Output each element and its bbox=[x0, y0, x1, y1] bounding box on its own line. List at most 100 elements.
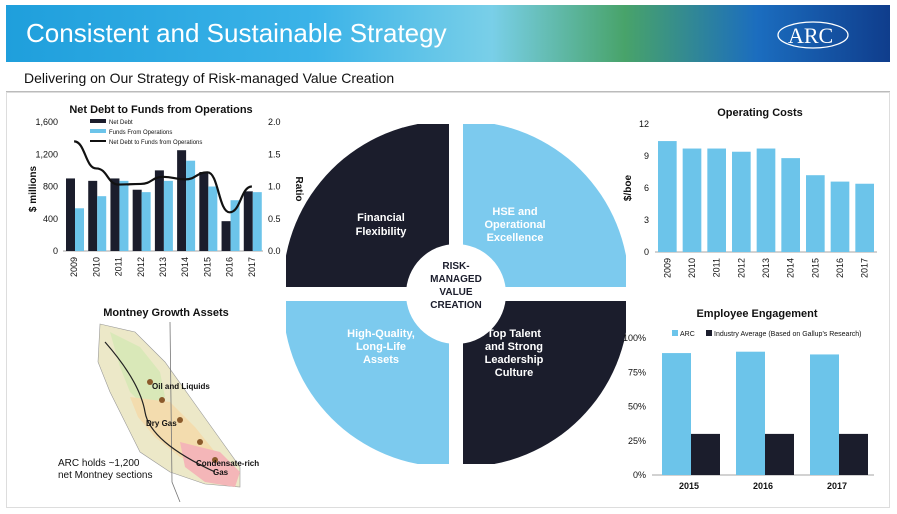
x-tick-label: 2016 bbox=[835, 258, 845, 278]
x-tick-label: 2015 bbox=[679, 481, 699, 491]
bar-operating-cost bbox=[781, 158, 800, 252]
operating-costs-chart: Operating Costs $/boe 0 3 6 9 12 2009 2010 2011… bbox=[623, 107, 877, 278]
bar-ffo bbox=[97, 196, 107, 251]
map-caption-line1: ARC holds ~1,200 bbox=[58, 458, 140, 469]
y-tick-label: 1,600 bbox=[35, 117, 58, 127]
bar-ffo bbox=[75, 208, 84, 251]
x-tick-label: 2017 bbox=[860, 258, 870, 278]
map-label-condensate: Condensate-rich bbox=[196, 459, 259, 468]
asset-marker bbox=[159, 397, 165, 403]
bar-ffo bbox=[163, 180, 173, 251]
x-tick-label: 2015 bbox=[202, 257, 212, 277]
net-debt-ylabel: $ millions bbox=[28, 166, 39, 213]
asset-marker bbox=[197, 439, 203, 445]
wheel-quadrant-financial bbox=[286, 124, 449, 287]
asset-marker bbox=[147, 379, 153, 385]
montney-region-condensate bbox=[180, 442, 240, 487]
bar-net-debt bbox=[177, 150, 187, 251]
bar-net-debt bbox=[110, 178, 120, 251]
x-tick-label: 2016 bbox=[753, 481, 773, 491]
bar-operating-cost bbox=[732, 151, 751, 252]
wheel-assets-line3: Assets bbox=[363, 354, 399, 366]
bar-ffo bbox=[186, 160, 196, 251]
x-tick-label: 2013 bbox=[158, 257, 168, 277]
bar-net-debt bbox=[154, 170, 164, 251]
montney-trend bbox=[104, 341, 216, 473]
x-tick-label: 2009 bbox=[662, 258, 672, 278]
net-debt-chart: Net Debt to Funds from Operations 0 400 80… bbox=[28, 104, 304, 277]
y-tick-label: 0 bbox=[53, 246, 58, 256]
wheel-hse-line1: HSE and bbox=[492, 206, 537, 218]
net-debt-chart-title: Net Debt to Funds from Operations bbox=[69, 104, 252, 116]
net-debt-y2label: Ratio bbox=[293, 177, 304, 202]
bar-net-debt bbox=[132, 189, 142, 251]
x-tick-label: 2015 bbox=[810, 258, 820, 278]
x-tick-label: 2011 bbox=[114, 257, 124, 276]
bar-industry bbox=[765, 433, 794, 475]
legend-swatch-industry bbox=[706, 330, 712, 336]
bar-net-debt bbox=[199, 171, 209, 251]
wheel-talent-line4: Culture bbox=[495, 367, 534, 379]
legend-ratio: Net Debt to Funds from Operations bbox=[109, 140, 202, 146]
y-tick-label: 0% bbox=[633, 470, 646, 480]
y-tick-label: 400 bbox=[43, 214, 58, 224]
montney-border bbox=[169, 321, 181, 502]
wheel-talent-line1: Top Talent bbox=[487, 328, 541, 340]
wheel-quadrant-assets bbox=[286, 301, 449, 464]
map-title: Montney Growth Assets bbox=[103, 307, 229, 319]
y2-tick-label: 0.0 bbox=[268, 246, 281, 256]
bar-operating-cost bbox=[707, 148, 726, 252]
y-tick-label: 25% bbox=[628, 436, 646, 446]
x-tick-label: 2010 bbox=[91, 257, 101, 277]
x-tick-label: 2014 bbox=[786, 258, 796, 278]
bar-operating-cost bbox=[682, 148, 702, 252]
bar-ffo bbox=[252, 192, 262, 251]
legend-ffo: Funds From Operations bbox=[109, 130, 172, 136]
bar-net-debt bbox=[88, 180, 98, 251]
y-tick-label: 12 bbox=[639, 119, 649, 129]
wheel-center-line2: MANAGED bbox=[430, 274, 482, 285]
y-tick-label: 3 bbox=[644, 215, 649, 225]
header-banner: Consistent and Sustainable Strategy ARC bbox=[6, 5, 890, 62]
legend-swatch-ffo bbox=[90, 129, 106, 133]
bar-net-debt bbox=[243, 191, 253, 251]
x-tick-label: 2016 bbox=[225, 257, 235, 277]
x-tick-label: 2011 bbox=[712, 258, 722, 277]
page-title: Consistent and Sustainable Strategy bbox=[26, 18, 447, 48]
map-label-condensate-gas: Gas bbox=[213, 468, 229, 477]
x-tick-label: 2014 bbox=[180, 257, 190, 277]
map-label-dry-gas: Dry Gas bbox=[146, 419, 177, 428]
x-tick-label: 2009 bbox=[69, 257, 79, 277]
wheel-talent-line2: and Strong bbox=[485, 341, 543, 353]
bar-operating-cost bbox=[756, 148, 776, 252]
legend-industry: Industry Average (Based on Gallup's Rese… bbox=[714, 331, 862, 338]
wheel-financial-line1: Financial bbox=[357, 212, 405, 224]
bar-operating-cost bbox=[855, 183, 874, 252]
bar-arc bbox=[662, 353, 691, 475]
wheel-financial-line2: Flexibility bbox=[356, 226, 408, 238]
x-tick-label: 2017 bbox=[247, 257, 257, 277]
bar-ffo bbox=[208, 186, 218, 251]
wheel-center-line4: CREATION bbox=[430, 300, 481, 311]
wheel-center-line1: RISK- bbox=[442, 261, 469, 272]
operating-costs-title: Operating Costs bbox=[717, 107, 803, 119]
x-tick-label: 2010 bbox=[687, 258, 697, 278]
asset-marker bbox=[212, 457, 218, 463]
wheel-center bbox=[406, 244, 506, 344]
strategy-wheel: RISK- MANAGED VALUE CREATION Financial F… bbox=[286, 124, 626, 464]
x-tick-label: 2013 bbox=[761, 258, 771, 278]
legend-swatch-arc bbox=[672, 330, 678, 336]
x-tick-label: 2012 bbox=[136, 257, 146, 277]
bar-operating-cost bbox=[830, 181, 850, 252]
y2-tick-label: 2.0 bbox=[268, 117, 281, 127]
map-label-oil: Oil and Liquids bbox=[152, 382, 210, 391]
employee-engagement-chart: Employee Engagement ARC Industry Average… bbox=[623, 308, 874, 491]
y-tick-label: 100% bbox=[623, 333, 646, 343]
montney-map: Montney Growth Assets Oil and Liquids Dr… bbox=[58, 307, 259, 502]
asset-marker bbox=[177, 417, 183, 423]
bar-arc bbox=[810, 354, 839, 475]
engagement-legend: ARC Industry Average (Based on Gallup's … bbox=[672, 330, 862, 338]
x-tick-label: 2012 bbox=[736, 258, 746, 278]
legend-net-debt: Net Debt bbox=[109, 120, 133, 126]
legend-swatch-net-debt bbox=[90, 119, 106, 123]
